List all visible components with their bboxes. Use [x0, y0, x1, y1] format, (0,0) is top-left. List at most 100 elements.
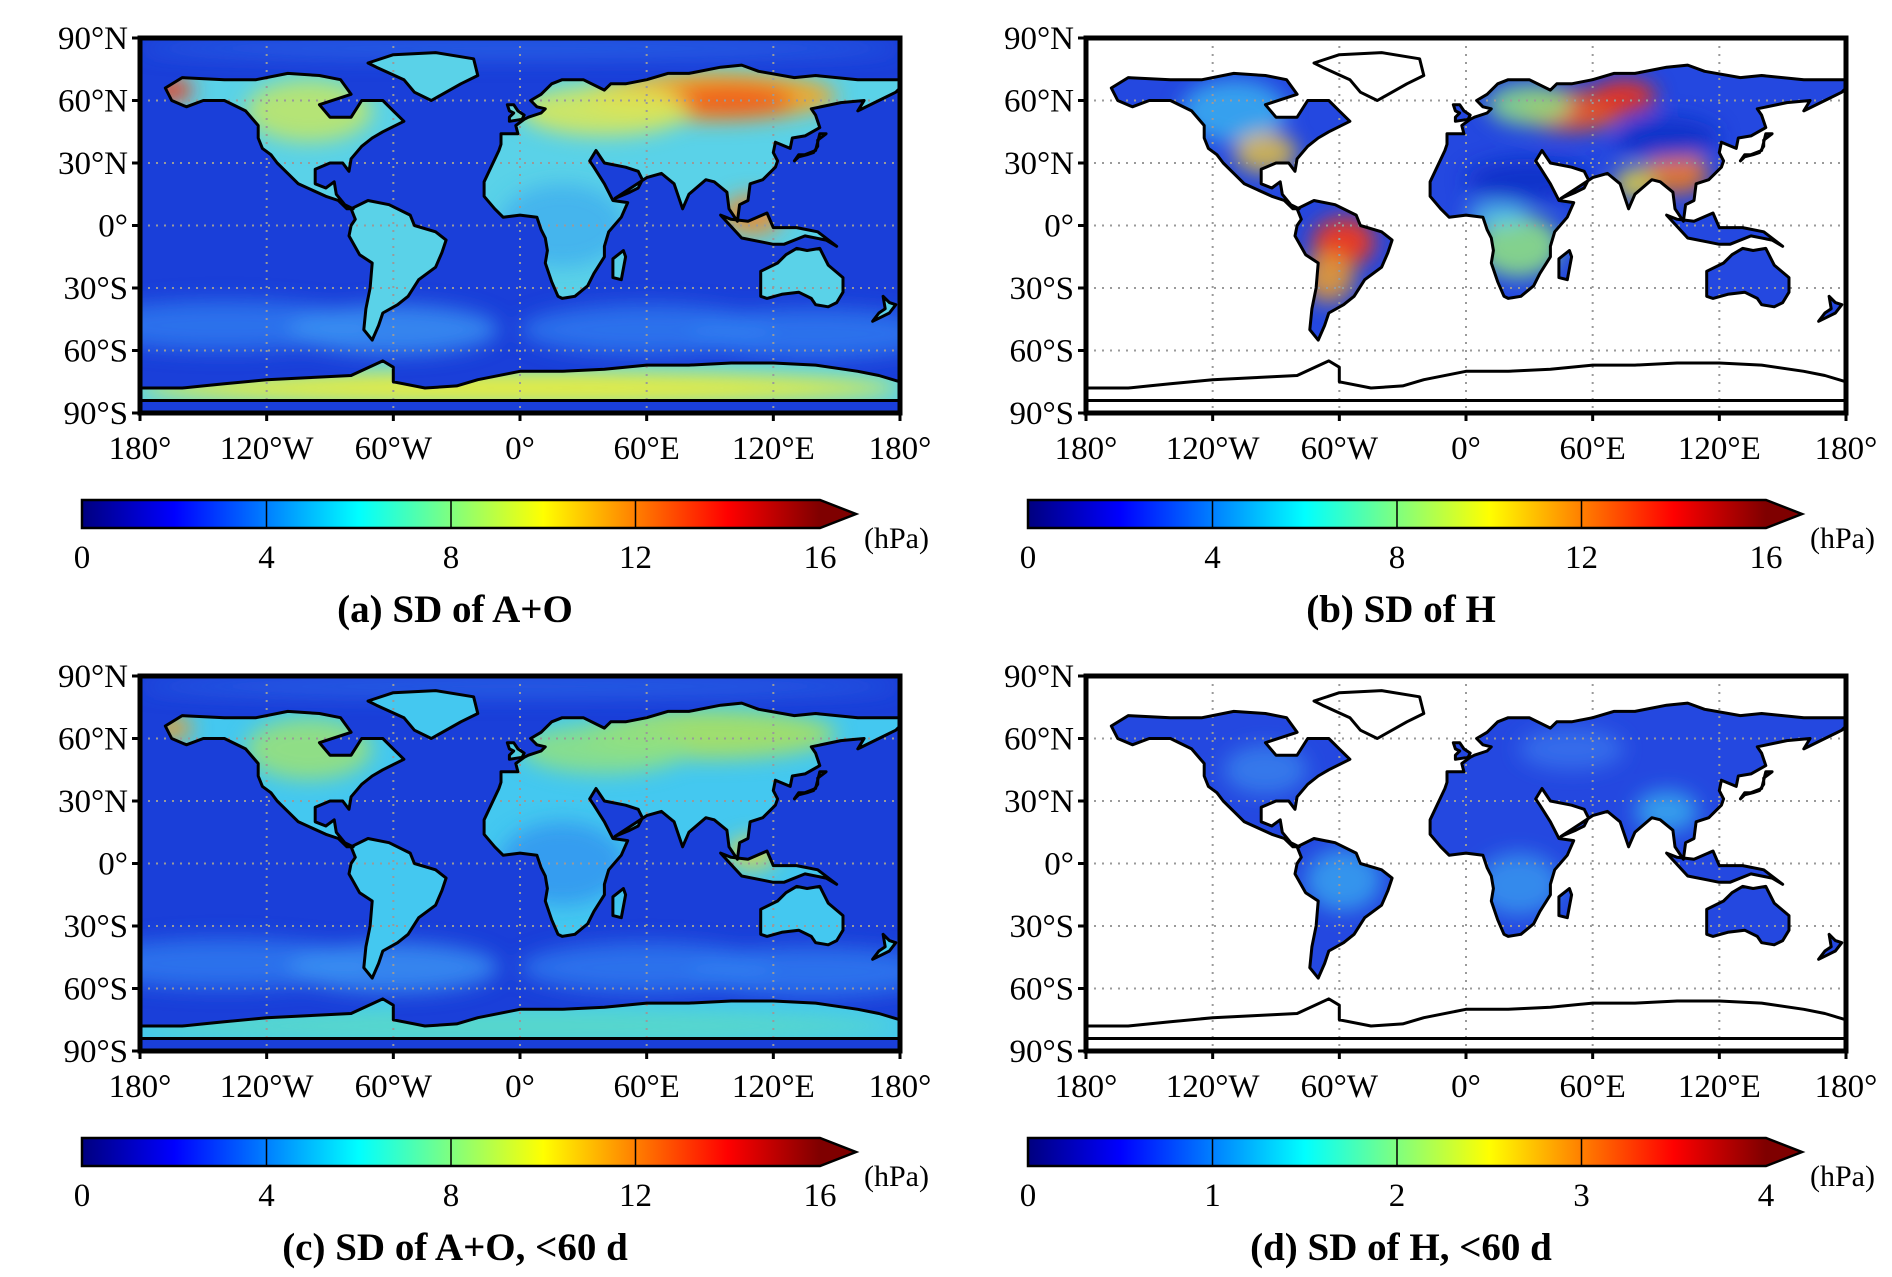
arctic-band [140, 38, 900, 59]
lat-tick-label: 60°N [58, 722, 128, 758]
coastline-japan [1738, 132, 1774, 163]
coastline-greenland [1312, 689, 1426, 740]
lat-tick-label: 60°N [1004, 722, 1074, 758]
lon-tick-label: 120°E [1678, 431, 1761, 467]
coastline-eurasia-africa [482, 63, 900, 300]
lon-tick-label: 120°E [732, 431, 815, 467]
coastline-indonesia-papua [1665, 849, 1785, 886]
panel-c: 90°N 60°N 30°N 0° 30°S 60°S 90°S 180° 120°W 60°W 0… [0, 638, 946, 1276]
colorbar-tick-label: 3 [1573, 1178, 1590, 1214]
colorbar-outline [80, 1136, 860, 1168]
colorbar-tick-label: 12 [619, 540, 652, 576]
coastline-eurasia-africa [1428, 701, 1846, 938]
coastline-north-america [1109, 71, 1352, 211]
colorbar-unit: (hPa) [864, 522, 929, 555]
russia-field [1518, 728, 1625, 770]
colorbar-tick-label: 8 [443, 1178, 460, 1214]
coastline-north-america [1109, 709, 1352, 849]
coastline-uk [505, 741, 526, 761]
usa-field [1223, 744, 1308, 795]
lat-tick-label: 30°N [58, 146, 128, 182]
coastline-australia [1705, 884, 1791, 947]
coastline-madagascar [1557, 249, 1574, 282]
coastline-eurasia-africa [1428, 63, 1846, 300]
lat-tick-label: 30°S [1009, 909, 1074, 945]
southern-ocean-band [287, 304, 499, 355]
southern-ocean-band [688, 946, 900, 997]
coastline-antarctica [140, 359, 900, 402]
lat-tick-label: 30°N [1004, 784, 1074, 820]
coastline-greenland [366, 51, 480, 102]
coastline-new-zealand [1817, 932, 1844, 961]
coastline-japan [1738, 770, 1774, 801]
colorbar-tick-label: 4 [258, 1178, 275, 1214]
coastline-south-america [347, 837, 448, 980]
colorbar-unit: (hPa) [1810, 1160, 1875, 1193]
colorbar-tick-label: 12 [1565, 540, 1598, 576]
arctic-band [140, 676, 900, 697]
lon-tick-label: 120°E [1678, 1069, 1761, 1105]
canada-field [245, 717, 373, 781]
lat-tick-label: 30°S [63, 271, 128, 307]
colorbar-outline [1026, 498, 1806, 530]
africa-south-field [1476, 853, 1561, 916]
lat-tick-label: 90°N [1004, 21, 1074, 57]
coastline-madagascar [611, 887, 628, 920]
coastline-antarctica [1086, 997, 1846, 1040]
coastlines [140, 689, 900, 1040]
lon-tick-label: 60°W [1301, 431, 1379, 467]
lon-tick-label: 60°E [1559, 1069, 1625, 1105]
coastline-madagascar [611, 249, 628, 282]
coastlines [1086, 689, 1846, 1040]
colorbar-unit: (hPa) [864, 1160, 929, 1193]
coastline-japan [792, 132, 828, 163]
colorbar: 0 4 8 12 16 (hPa) [74, 1136, 929, 1214]
coastline-south-america [347, 199, 448, 342]
colorbar-tick-label: 4 [1758, 1178, 1775, 1214]
lat-tick-label: 90°N [58, 21, 128, 57]
lat-tick-label: 90°N [1004, 659, 1074, 695]
antarctica-field [140, 371, 900, 401]
coastline-australia [759, 246, 845, 309]
coastline-japan [792, 770, 828, 801]
lon-tick-label: 0° [1451, 431, 1481, 467]
colorbar-tick-label: 4 [258, 540, 275, 576]
coastline-new-zealand [1817, 294, 1844, 323]
panel-caption: (d) SD of H, <60 d [1250, 1226, 1552, 1269]
lon-tick-label: 60°E [613, 431, 679, 467]
southern-ocean-band [688, 308, 900, 359]
colorbar-outline [1026, 1136, 1806, 1168]
coastline-new-zealand [871, 294, 898, 323]
coastline-greenland [1312, 51, 1426, 102]
southern-ocean-band [287, 942, 499, 993]
antarctica-field [140, 1009, 900, 1039]
lon-tick-label: 180° [1815, 431, 1878, 467]
lat-tick-label: 60°N [58, 84, 128, 120]
panel-caption: (a) SD of A+O [337, 588, 573, 631]
africa-south-field [1476, 215, 1561, 278]
lat-tick-label: 0° [1044, 847, 1074, 883]
colorbar-tick-label: 1 [1204, 1178, 1221, 1214]
colorbar-tick-label: 2 [1389, 1178, 1406, 1214]
lon-tick-label: 120°W [1166, 1069, 1261, 1105]
coastline-eurasia-africa [482, 701, 900, 938]
colorbar-tick-label: 0 [74, 1178, 91, 1214]
colorbar-extend-arrow [1766, 1138, 1802, 1166]
lat-tick-label: 30°N [58, 784, 128, 820]
lon-tick-label: 180° [869, 1069, 932, 1105]
lon-tick-label: 0° [1451, 1069, 1481, 1105]
lon-tick-label: 60°E [1559, 431, 1625, 467]
lon-tick-label: 120°W [220, 1069, 315, 1105]
europe-field [1487, 83, 1572, 126]
colorbar-extend-arrow [820, 500, 856, 528]
lon-tick-label: 180° [109, 431, 172, 467]
lon-tick-label: 60°W [1301, 1069, 1379, 1105]
lon-tick-label: 120°W [220, 431, 315, 467]
colorbar-unit: (hPa) [1810, 522, 1875, 555]
lat-tick-label: 30°N [1004, 146, 1074, 182]
lat-tick-label: 0° [1044, 209, 1074, 245]
lon-tick-label: 180° [109, 1069, 172, 1105]
colorbar-tick-label: 16 [804, 540, 837, 576]
